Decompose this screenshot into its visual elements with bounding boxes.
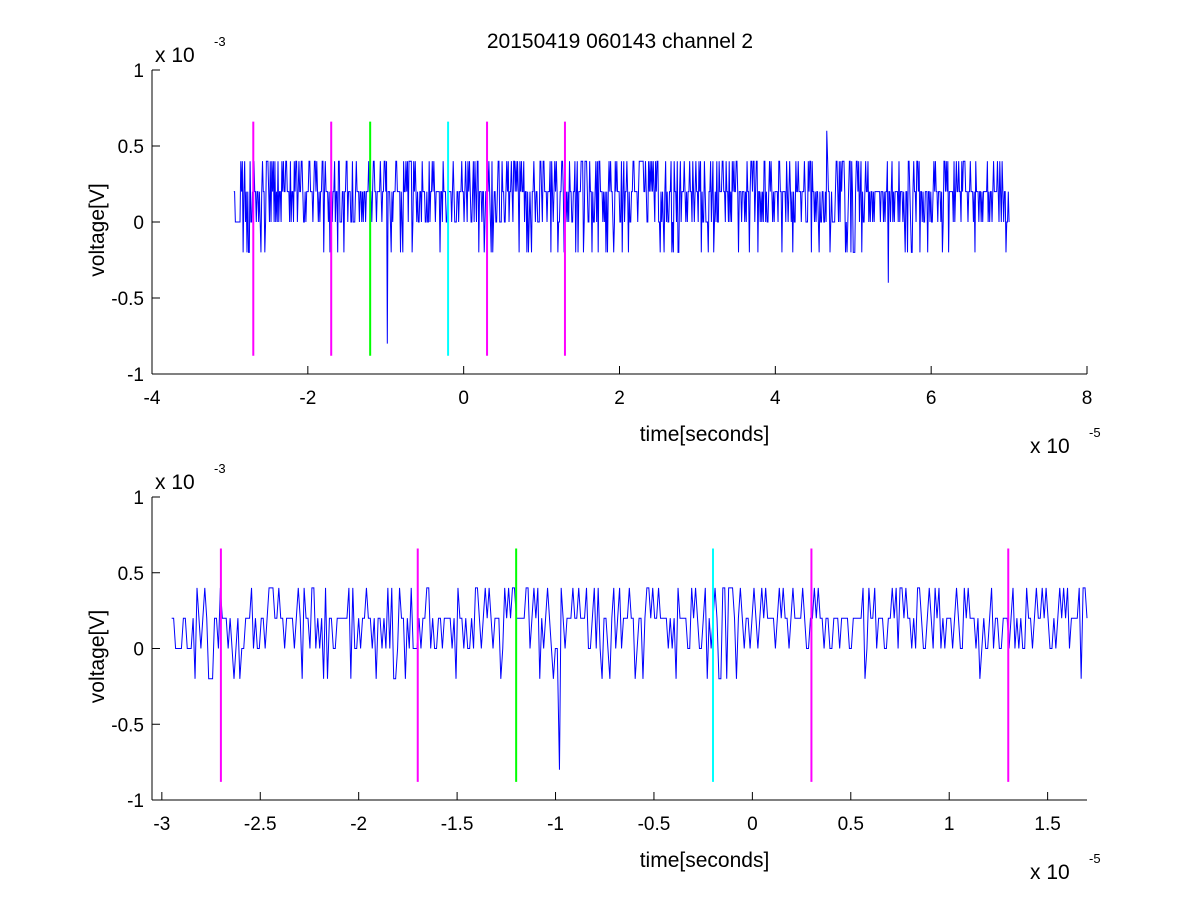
x-tick-label: -1.5 [441,814,474,835]
y-tick-label: -1 [127,365,144,386]
x-tick-label: -3 [153,814,170,835]
y-tick-label: 0.5 [118,137,144,158]
y-axis-label: voltage[V] [86,610,109,703]
x-tick-label: -1 [547,814,564,835]
figure-title: 20150419 060143 channel 2 [487,30,753,53]
x-tick-label: -4 [144,388,161,409]
y-tick-label: -1 [127,791,144,812]
x-scale-exponent: x 10 [1030,861,1070,884]
x-tick-label: 0 [747,814,758,835]
x-tick-label: 0 [458,388,469,409]
x-scale-exponent-power: -5 [1089,851,1101,866]
x-tick-label: -2.5 [244,814,277,835]
x-tick-label: 0.5 [838,814,864,835]
y-scale-exponent-power: -3 [214,34,226,49]
y-scale-exponent-power: -3 [214,461,226,476]
plot-top: -4 -2 0 2 4 6 8 1 0.5 0 -0.5 -1 time[seconds] voltage… [86,34,1101,458]
y-axis-label: voltage[V] [86,183,109,276]
y-tick-label: 0 [133,213,144,234]
x-axis-label: time[seconds] [640,849,770,872]
signal-trace [171,587,1088,770]
y-tick-label: 0 [133,640,144,661]
y-tick-label: 0.5 [118,564,144,585]
x-tick-label: -2 [350,814,367,835]
plot-bottom: -3 -2.5 -2 -1.5 -1 -0.5 0 0.5 1 1.5 1 0.5 0 -0.5 -1 tim… [86,461,1101,884]
x-axis-label: time[seconds] [640,423,770,446]
x-scale-exponent: x 10 [1030,435,1070,458]
x-tick-label: 8 [1082,388,1093,409]
x-tick-label: 1.5 [1034,814,1060,835]
y-tick-label: -0.5 [111,289,144,310]
y-tick-label: 1 [133,61,144,82]
x-scale-exponent-power: -5 [1089,425,1101,440]
x-tick-label: -0.5 [638,814,671,835]
signal-trace [233,130,1010,344]
x-tick-label: 4 [770,388,781,409]
x-tick-label: 1 [944,814,955,835]
y-scale-exponent: x 10 [155,44,195,67]
x-tick-label: 6 [926,388,937,409]
y-tick-label: -0.5 [111,715,144,736]
y-scale-exponent: x 10 [155,471,195,494]
y-tick-label: 1 [133,488,144,509]
x-tick-label: -2 [299,388,316,409]
x-tick-label: 2 [614,388,625,409]
